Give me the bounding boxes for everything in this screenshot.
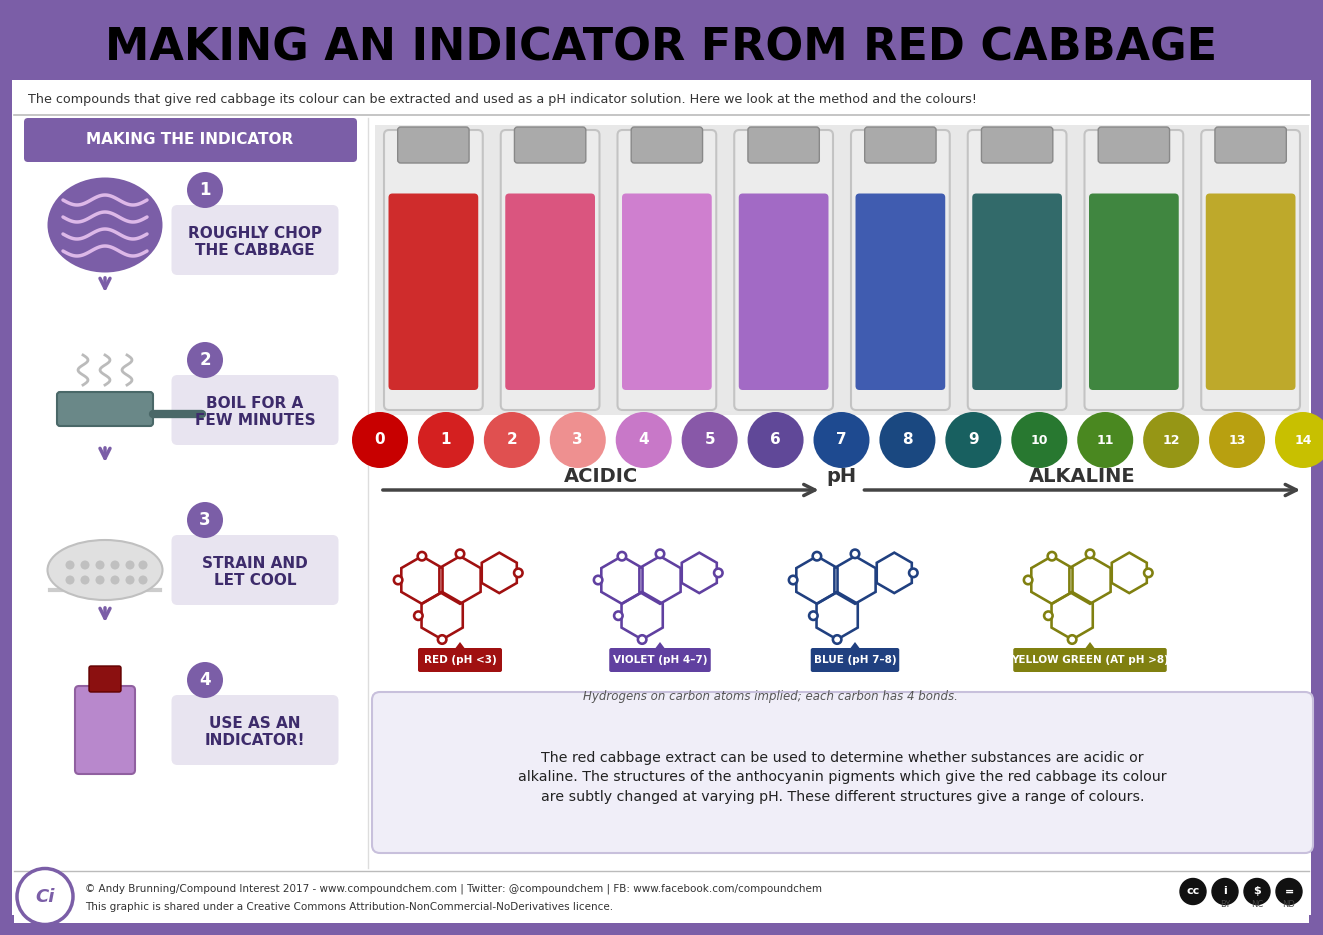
- Text: 11: 11: [1097, 434, 1114, 447]
- Circle shape: [615, 412, 672, 468]
- Circle shape: [1068, 635, 1077, 644]
- Circle shape: [139, 560, 147, 569]
- Text: The red cabbage extract can be used to determine whether substances are acidic o: The red cabbage extract can be used to d…: [519, 751, 1167, 804]
- FancyBboxPatch shape: [398, 127, 470, 163]
- Polygon shape: [654, 642, 665, 650]
- Circle shape: [814, 412, 869, 468]
- Text: 1: 1: [441, 433, 451, 448]
- FancyBboxPatch shape: [851, 130, 950, 410]
- Circle shape: [111, 560, 119, 569]
- Text: 3: 3: [200, 511, 210, 529]
- Text: 10: 10: [1031, 434, 1048, 447]
- Text: ALKALINE: ALKALINE: [1029, 467, 1135, 486]
- FancyBboxPatch shape: [967, 130, 1066, 410]
- Text: ND: ND: [1282, 900, 1295, 909]
- Text: =: =: [1285, 886, 1294, 897]
- Polygon shape: [454, 642, 466, 650]
- Bar: [374, 125, 1308, 415]
- Text: $: $: [1253, 886, 1261, 897]
- Polygon shape: [849, 642, 861, 650]
- Text: USE AS AN
INDICATOR!: USE AS AN INDICATOR!: [205, 716, 306, 748]
- FancyBboxPatch shape: [1089, 194, 1179, 390]
- FancyBboxPatch shape: [865, 127, 937, 163]
- FancyBboxPatch shape: [1085, 130, 1183, 410]
- Circle shape: [95, 576, 105, 584]
- Text: BOIL FOR A
FEW MINUTES: BOIL FOR A FEW MINUTES: [194, 396, 315, 428]
- Text: 6: 6: [770, 433, 781, 448]
- Circle shape: [594, 576, 602, 584]
- FancyBboxPatch shape: [747, 127, 819, 163]
- Circle shape: [681, 412, 738, 468]
- Text: 4: 4: [200, 671, 210, 689]
- Circle shape: [1044, 611, 1053, 620]
- Circle shape: [1275, 879, 1302, 904]
- FancyBboxPatch shape: [618, 130, 716, 410]
- FancyBboxPatch shape: [384, 130, 483, 410]
- FancyBboxPatch shape: [734, 130, 833, 410]
- Text: cc: cc: [1187, 886, 1200, 897]
- Text: ROUGHLY CHOP
THE CABBAGE: ROUGHLY CHOP THE CABBAGE: [188, 225, 321, 258]
- Circle shape: [614, 611, 623, 620]
- Circle shape: [126, 576, 135, 584]
- Text: 7: 7: [836, 433, 847, 448]
- FancyBboxPatch shape: [172, 375, 339, 445]
- Circle shape: [414, 611, 422, 620]
- Circle shape: [638, 635, 647, 644]
- FancyBboxPatch shape: [811, 648, 900, 672]
- Circle shape: [812, 552, 822, 560]
- Text: MAKING THE INDICATOR: MAKING THE INDICATOR: [86, 133, 294, 148]
- Text: VIOLET (pH 4–7): VIOLET (pH 4–7): [613, 655, 708, 665]
- FancyBboxPatch shape: [631, 127, 703, 163]
- FancyBboxPatch shape: [505, 194, 595, 390]
- FancyBboxPatch shape: [856, 194, 945, 390]
- Text: pH: pH: [827, 467, 856, 486]
- Text: 4: 4: [639, 433, 650, 448]
- FancyBboxPatch shape: [172, 535, 339, 605]
- FancyBboxPatch shape: [24, 118, 357, 162]
- FancyBboxPatch shape: [972, 194, 1062, 390]
- Bar: [15, 870, 1308, 923]
- FancyBboxPatch shape: [1215, 127, 1286, 163]
- Text: NC: NC: [1250, 900, 1263, 909]
- Text: YELLOW GREEN (AT pH >8): YELLOW GREEN (AT pH >8): [1011, 655, 1170, 665]
- Bar: [12, 12, 1311, 80]
- Circle shape: [618, 552, 626, 560]
- Circle shape: [1209, 412, 1265, 468]
- Text: This graphic is shared under a Creative Commons Attribution-NonCommercial-NoDeri: This graphic is shared under a Creative …: [85, 901, 613, 912]
- Text: 3: 3: [573, 433, 583, 448]
- Polygon shape: [1084, 642, 1095, 650]
- Circle shape: [656, 550, 664, 558]
- Circle shape: [418, 412, 474, 468]
- FancyBboxPatch shape: [172, 695, 339, 765]
- Text: 8: 8: [902, 433, 913, 448]
- Circle shape: [880, 412, 935, 468]
- Text: BLUE (pH 7–8): BLUE (pH 7–8): [814, 655, 896, 665]
- Circle shape: [455, 550, 464, 558]
- Text: 14: 14: [1294, 434, 1311, 447]
- Circle shape: [66, 576, 74, 584]
- Text: ACIDIC: ACIDIC: [564, 467, 638, 486]
- FancyBboxPatch shape: [1013, 648, 1167, 672]
- Circle shape: [187, 662, 224, 698]
- Circle shape: [1011, 412, 1068, 468]
- Circle shape: [95, 560, 105, 569]
- Circle shape: [139, 576, 147, 584]
- FancyBboxPatch shape: [982, 127, 1053, 163]
- FancyBboxPatch shape: [372, 692, 1312, 853]
- Circle shape: [187, 342, 224, 378]
- Circle shape: [1212, 879, 1238, 904]
- Circle shape: [1143, 412, 1199, 468]
- Text: 13: 13: [1228, 434, 1246, 447]
- Circle shape: [810, 611, 818, 620]
- Text: The compounds that give red cabbage its colour can be extracted and used as a pH: The compounds that give red cabbage its …: [28, 94, 976, 107]
- Circle shape: [1077, 412, 1134, 468]
- FancyBboxPatch shape: [1098, 127, 1170, 163]
- Circle shape: [1180, 879, 1207, 904]
- Ellipse shape: [48, 540, 163, 600]
- Text: 9: 9: [968, 433, 979, 448]
- Circle shape: [1275, 412, 1323, 468]
- Circle shape: [833, 635, 841, 644]
- Text: RED (pH <3): RED (pH <3): [423, 655, 496, 665]
- Text: 1: 1: [200, 181, 210, 199]
